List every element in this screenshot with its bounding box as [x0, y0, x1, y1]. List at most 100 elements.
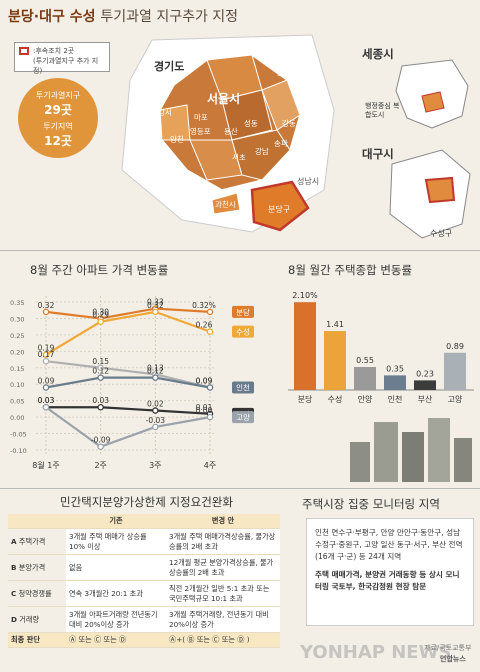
- title-main: 분당·대구 수성: [8, 9, 96, 25]
- y-tick-label: 0.15: [10, 365, 24, 373]
- monthly-chart-title: 8월 월간 주택종합 변동률: [288, 263, 413, 277]
- series-line-안양: [45, 360, 211, 389]
- divider-2: [0, 488, 480, 489]
- data-label: 0.03: [92, 396, 109, 405]
- series-line-고양: [45, 406, 211, 448]
- y-tick-label: 0.10: [10, 381, 24, 389]
- bar-수성: [324, 331, 346, 390]
- series-tag-수성: 수성: [236, 328, 250, 337]
- label-seoul: 서울시: [207, 91, 240, 106]
- data-label: 0.00: [196, 406, 213, 415]
- data-label: 0.03: [38, 396, 55, 405]
- data-label: 0.09: [196, 377, 213, 386]
- series-line-인천: [45, 376, 211, 389]
- page-title: 분당·대구 수성 투기과열 지구추가 지정: [8, 6, 238, 26]
- weekly-line-chart: 0.35 0.30 0.25 0.20 0.15 0.10 0.05 0.00 -0.05 -0.…: [10, 296, 254, 470]
- summary-label-2: 투기지역: [43, 122, 73, 131]
- label-seocho: 서초: [232, 153, 246, 162]
- data-label: 0.02: [147, 400, 164, 409]
- bar-category-label: 분당: [298, 394, 313, 404]
- label-mapo: 마포: [194, 113, 208, 122]
- y-tick-label: 0.00: [10, 414, 24, 422]
- data-label: 0.26: [196, 321, 213, 330]
- series-tag-분당: 분당: [236, 307, 250, 317]
- table-row-final: 최종 판단 Ⓐ 또는 Ⓒ 또는 Ⓓ Ⓐ+( Ⓑ 또는 Ⓒ 또는 Ⓓ ): [8, 632, 280, 648]
- bar-category-label: 인천: [388, 394, 403, 404]
- label-bundang: 분당구: [268, 204, 290, 214]
- data-label: 0.12: [92, 367, 109, 376]
- data-label: 0.12: [147, 367, 164, 376]
- legend-line1: :후속조치 2곳: [33, 47, 75, 55]
- summary-value-1: 29곳: [44, 103, 72, 117]
- weekly-chart-title: 8월 주간 아파트 가격 변동률: [30, 263, 169, 277]
- monthly-bar-chart: 2.10% 분당 1.41 수성 0.55 안양 0.35 인천 0.23 부산 0.89 고양: [288, 291, 474, 404]
- data-point: [152, 423, 159, 431]
- data-point: [152, 407, 159, 414]
- label-seongnam: 성남시: [297, 177, 319, 186]
- bar-value-label: 0.35: [386, 364, 404, 373]
- data-label: 0.01: [196, 403, 213, 412]
- label-seongdong: 성동: [244, 119, 258, 128]
- data-label: -0.09: [91, 436, 111, 445]
- data-point: [42, 357, 50, 365]
- label-yongsan: 용산: [224, 126, 238, 136]
- legend-swatch: [19, 47, 29, 55]
- data-label: 0.03: [38, 396, 55, 405]
- table-row: B 분양가격 없음 12개월 평균 분양가격상승률, 물가상승률의 2배 초과: [8, 554, 280, 581]
- x-tick-label: 8월 1주: [32, 460, 59, 470]
- buildings-illustration: [350, 418, 472, 482]
- sejong-map: [395, 59, 469, 129]
- series-tag-bg: [232, 325, 254, 338]
- label-yangcheon: 양천: [170, 134, 184, 144]
- data-point: [97, 443, 104, 450]
- data-label: 0.19: [38, 344, 55, 353]
- data-label: 0.09: [38, 377, 55, 386]
- data-point: [206, 328, 214, 335]
- data-point: [152, 308, 159, 316]
- bar-안양: [354, 367, 376, 390]
- title-sub: 투기과열 지구추가 지정: [100, 9, 239, 25]
- y-tick-label: 0.35: [10, 299, 24, 307]
- y-tick-label: 0.30: [10, 315, 24, 323]
- y-tick-label: 0.20: [10, 348, 24, 356]
- x-tick-label: 3주: [149, 461, 161, 470]
- data-point: [42, 384, 50, 391]
- data-point: [206, 384, 214, 391]
- data-label: 0.32: [147, 301, 164, 310]
- bar-분당: [294, 302, 316, 390]
- bar-부산: [414, 380, 436, 390]
- y-tick-label: -0.05: [10, 431, 27, 439]
- data-point: [42, 351, 50, 358]
- series-tag-bg: [232, 381, 254, 394]
- data-label: 0.33: [147, 298, 164, 307]
- brand-logo: 연합뉴스: [440, 655, 466, 663]
- data-point: [42, 403, 50, 411]
- bar-category-label: 고양: [448, 395, 463, 404]
- x-tick-label: 4주: [204, 461, 216, 470]
- label-songpa: 송파: [274, 139, 288, 148]
- monitoring-action: 주택 매매가격, 분양권 거래동향 등 상시 모니터링 국토부, 한국감정원 현…: [315, 570, 460, 591]
- bar-value-label: 1.41: [326, 320, 344, 329]
- data-point: [42, 308, 50, 316]
- bar-value-label: 0.89: [446, 342, 464, 351]
- label-yeongdeungpo: 영등포: [190, 126, 211, 136]
- bar-value-label: 0.55: [356, 356, 374, 365]
- label-gangnam: 강남: [255, 146, 269, 156]
- col-before: 기존: [66, 514, 166, 529]
- label-gwacheon: 과천시: [215, 199, 236, 209]
- bar-value-label: 0.23: [416, 369, 434, 378]
- daegu-area: 수성구: [430, 229, 453, 238]
- data-label: 0.32%: [192, 301, 216, 310]
- bar-category-label: 부산: [418, 394, 433, 404]
- y-tick-label: 0.05: [10, 398, 24, 406]
- bar-고양: [444, 352, 466, 390]
- bar-category-label: 수성: [328, 395, 343, 404]
- bar-value-label: 2.10%: [292, 291, 318, 300]
- label-nowon: 노원: [277, 69, 291, 78]
- data-point: [206, 308, 214, 316]
- series-tag-bg: [232, 305, 254, 318]
- bundang-outline: [250, 180, 310, 232]
- daegu-map: [389, 149, 471, 239]
- data-label: -0.03: [146, 416, 166, 425]
- data-point: [97, 403, 104, 411]
